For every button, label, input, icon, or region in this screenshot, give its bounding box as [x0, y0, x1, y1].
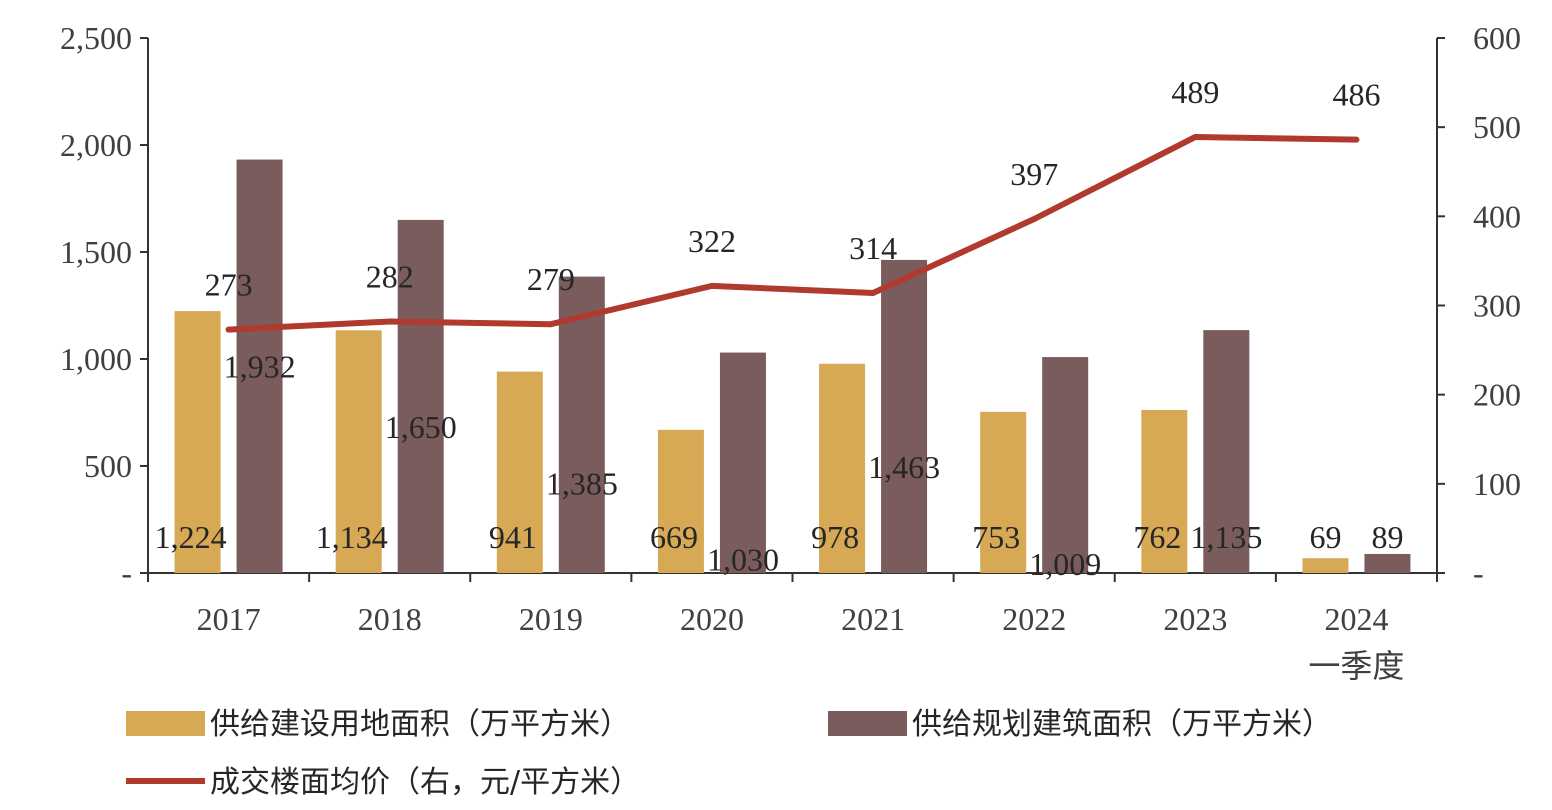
legend-label-building-area: 供给规划建筑面积（万平方米） — [912, 707, 1332, 742]
y-right-tick-label: 200 — [1473, 377, 1521, 413]
price-line-path — [225, 133, 1360, 333]
y-right-tick-label: 600 — [1473, 20, 1521, 56]
x-tick-label: 2017 — [197, 601, 261, 637]
bar-building-area — [558, 276, 605, 573]
label-building-area: 1,030 — [707, 542, 779, 578]
y-left-tick-label: 1,500 — [60, 234, 132, 270]
bar-land-area — [819, 363, 866, 573]
y-right-tick-label: 100 — [1473, 466, 1521, 502]
y-left-tick-label: 1,000 — [60, 341, 132, 377]
label-price: 282 — [366, 259, 414, 295]
x-tick-label: 2024 一季度 — [1308, 601, 1404, 684]
price-line — [225, 133, 1360, 333]
bar-land-area — [335, 330, 382, 573]
bars — [174, 159, 1411, 573]
bar-building-area — [719, 352, 766, 573]
bar-land-area — [980, 411, 1027, 573]
y-left-tick-label: 2,500 — [60, 20, 132, 56]
label-land-area: 762 — [1133, 519, 1181, 555]
label-price: 314 — [849, 230, 897, 266]
label-land-area: 753 — [972, 519, 1020, 555]
bar-land-area — [1141, 409, 1188, 573]
bar-building-area — [1364, 553, 1411, 573]
y-left-tick-label: 500 — [84, 448, 132, 484]
legend-swatch-land-area — [126, 711, 205, 736]
bar-building-area — [1042, 357, 1089, 573]
label-building-area: 1,009 — [1029, 546, 1101, 582]
label-price: 322 — [688, 223, 736, 259]
bar-land-area — [1302, 558, 1349, 573]
x-tick-label: 2022 — [1002, 601, 1066, 637]
label-building-area: 89 — [1371, 519, 1403, 555]
label-land-area: 669 — [650, 519, 698, 555]
label-price: 279 — [527, 261, 575, 297]
x-tick-label: 2023 — [1163, 601, 1227, 637]
y-right-tick-label: 300 — [1473, 288, 1521, 324]
x-tick-label: 2021 — [841, 601, 905, 637]
y-right-tick-label: 500 — [1473, 109, 1521, 145]
label-building-area: 1,932 — [224, 349, 296, 385]
legend-swatch-building-area — [828, 711, 907, 736]
label-building-area: 1,385 — [546, 466, 618, 502]
x-tick-label: 2020 — [680, 601, 744, 637]
label-price: 397 — [1010, 156, 1058, 192]
bar-building-area — [881, 259, 928, 573]
label-price: 486 — [1332, 77, 1380, 113]
bar-building-area — [1203, 330, 1250, 573]
x-tick-label: 2019 — [519, 601, 583, 637]
label-building-area: 1,650 — [385, 409, 457, 445]
legend-label-land-area: 供给建设用地面积（万平方米） — [210, 707, 630, 742]
label-building-area: 1,463 — [868, 449, 940, 485]
bar-building-area — [397, 219, 444, 573]
label-land-area: 69 — [1309, 519, 1341, 555]
bar-building-area — [236, 159, 283, 573]
label-land-area: 978 — [811, 519, 859, 555]
label-price: 273 — [205, 267, 253, 303]
y-left-tick-label: - — [121, 555, 132, 591]
bar-land-area — [174, 311, 221, 573]
legend-label-price: 成交楼面均价（右，元/平方米） — [210, 765, 640, 800]
label-building-area: 1,135 — [1190, 519, 1262, 555]
label-land-area: 1,224 — [155, 519, 227, 555]
x-tick-label: 2018 — [358, 601, 422, 637]
label-price: 489 — [1171, 74, 1219, 110]
label-land-area: 1,134 — [316, 519, 388, 555]
legend: 供给建设用地面积（万平方米） 供给规划建筑面积（万平方米） 成交楼面均价（右，元/平… — [126, 707, 1332, 800]
axes: - 500 1,000 1,500 2,000 2,500 - 100 200 300 400 500… — [60, 20, 1521, 684]
y-left-tick-label: 2,000 — [60, 127, 132, 163]
bar-land-area — [657, 429, 704, 573]
y-right-tick-label: - — [1473, 555, 1484, 591]
label-land-area: 941 — [489, 519, 537, 555]
y-right-tick-label: 400 — [1473, 198, 1521, 234]
bar-land-area — [496, 371, 543, 573]
